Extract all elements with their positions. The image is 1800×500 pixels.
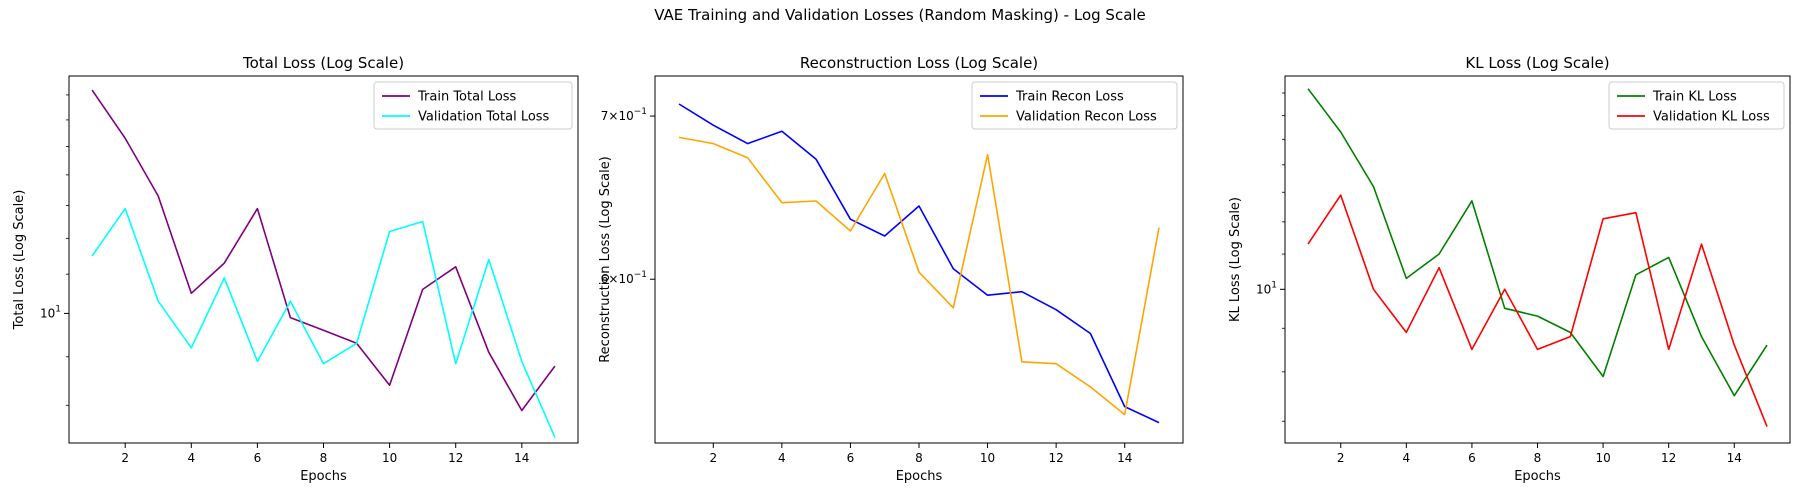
series-line-2 xyxy=(91,207,556,438)
x-tick-label: 12 xyxy=(1661,451,1676,465)
subplot-2: Reconstruction Loss (Log Scale) 2 4 6 8 10 12 1… xyxy=(598,54,1184,484)
subplot-3: KL Loss (Log Scale) 2 4 6 8 10 12 14 101 Epochs KL… xyxy=(1228,54,1791,484)
y-tick-label: 101 xyxy=(1256,280,1277,296)
y-axis-label: Total Loss (Log Scale) xyxy=(12,190,27,331)
y-tick-label: 101 xyxy=(40,304,61,320)
series-line-2 xyxy=(1307,194,1768,427)
legend-entry: Validation Total Loss xyxy=(418,110,550,125)
subplot-title: Reconstruction Loss (Log Scale) xyxy=(800,54,1038,72)
legend-entry: Validation KL Loss xyxy=(1653,110,1770,125)
y-tick-label: 6×10−1 xyxy=(601,270,647,286)
x-axis-label: Epochs xyxy=(300,469,347,484)
axes-frame xyxy=(654,75,1184,444)
x-tick-label: 10 xyxy=(1595,451,1610,465)
subplot-title: Total Loss (Log Scale) xyxy=(242,54,404,72)
x-tick-label: 10 xyxy=(980,451,995,465)
x-tick-label: 12 xyxy=(1049,451,1064,465)
legend: Train Recon Loss Validation Recon Loss xyxy=(971,81,1178,130)
axes-frame xyxy=(1284,75,1791,444)
x-tick-label: 2 xyxy=(1337,451,1345,465)
x-tick-label: 4 xyxy=(778,451,786,465)
x-tick-label: 14 xyxy=(1727,451,1742,465)
x-tick-label: 4 xyxy=(187,451,195,465)
series-line-1 xyxy=(1307,88,1768,397)
y-axis-label: Reconstruction Loss (Log Scale) xyxy=(598,156,613,363)
x-tick-label: 2 xyxy=(121,451,129,465)
legend-box xyxy=(1608,81,1785,130)
legend-box xyxy=(373,81,573,130)
legend: Train Total Loss Validation Total Loss xyxy=(373,81,573,130)
x-tick-label: 14 xyxy=(1117,451,1132,465)
series-line-2 xyxy=(678,136,1160,416)
series-line-1 xyxy=(678,103,1160,424)
x-tick-label: 4 xyxy=(1403,451,1411,465)
series-line-1 xyxy=(91,89,556,412)
x-tick-label: 6 xyxy=(254,451,262,465)
x-tick-label: 2 xyxy=(709,451,717,465)
x-tick-label: 8 xyxy=(1534,451,1542,465)
legend: Train KL Loss Validation KL Loss xyxy=(1608,81,1785,130)
legend-entry: Train KL Loss xyxy=(1652,90,1737,105)
x-tick-label: 6 xyxy=(847,451,855,465)
x-axis-label: Epochs xyxy=(896,469,943,484)
x-tick-label: 14 xyxy=(514,451,529,465)
subplot-title: KL Loss (Log Scale) xyxy=(1465,54,1609,72)
x-tick-label: 8 xyxy=(915,451,923,465)
legend-entry: Train Total Loss xyxy=(417,90,517,105)
axes-frame xyxy=(68,75,579,444)
x-tick-label: 10 xyxy=(382,451,397,465)
x-axis-label: Epochs xyxy=(1514,469,1561,484)
legend-entry: Validation Recon Loss xyxy=(1016,110,1157,125)
y-tick-label: 7×10−1 xyxy=(601,107,647,123)
x-tick-label: 12 xyxy=(448,451,463,465)
x-tick-label: 8 xyxy=(320,451,328,465)
x-tick-label: 6 xyxy=(1468,451,1476,465)
subplot-1: Total Loss (Log Scale) 2 4 6 8 10 12 14 101 Epoch… xyxy=(12,54,579,484)
figure-suptitle: VAE Training and Validation Losses (Rand… xyxy=(654,6,1146,24)
legend-box xyxy=(971,81,1178,130)
y-axis-label: KL Loss (Log Scale) xyxy=(1228,197,1243,322)
legend-entry: Train Recon Loss xyxy=(1015,90,1124,105)
